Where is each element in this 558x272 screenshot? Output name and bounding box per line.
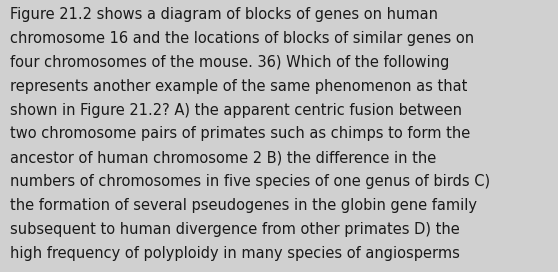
Text: four chromosomes of the mouse. 36) Which of the following: four chromosomes of the mouse. 36) Which…: [10, 55, 449, 70]
Text: represents another example of the same phenomenon as that: represents another example of the same p…: [10, 79, 468, 94]
Text: the formation of several pseudogenes in the globin gene family: the formation of several pseudogenes in …: [10, 198, 477, 213]
Text: chromosome 16 and the locations of blocks of similar genes on: chromosome 16 and the locations of block…: [10, 31, 474, 46]
Text: subsequent to human divergence from other primates D) the: subsequent to human divergence from othe…: [10, 222, 460, 237]
Text: numbers of chromosomes in five species of one genus of birds C): numbers of chromosomes in five species o…: [10, 174, 490, 189]
Text: two chromosome pairs of primates such as chimps to form the: two chromosome pairs of primates such as…: [10, 126, 470, 141]
Text: shown in Figure 21.2? A) the apparent centric fusion between: shown in Figure 21.2? A) the apparent ce…: [10, 103, 462, 118]
Text: Figure 21.2 shows a diagram of blocks of genes on human: Figure 21.2 shows a diagram of blocks of…: [10, 7, 438, 22]
Text: ancestor of human chromosome 2 B) the difference in the: ancestor of human chromosome 2 B) the di…: [10, 150, 436, 165]
Text: high frequency of polyploidy in many species of angiosperms: high frequency of polyploidy in many spe…: [10, 246, 460, 261]
